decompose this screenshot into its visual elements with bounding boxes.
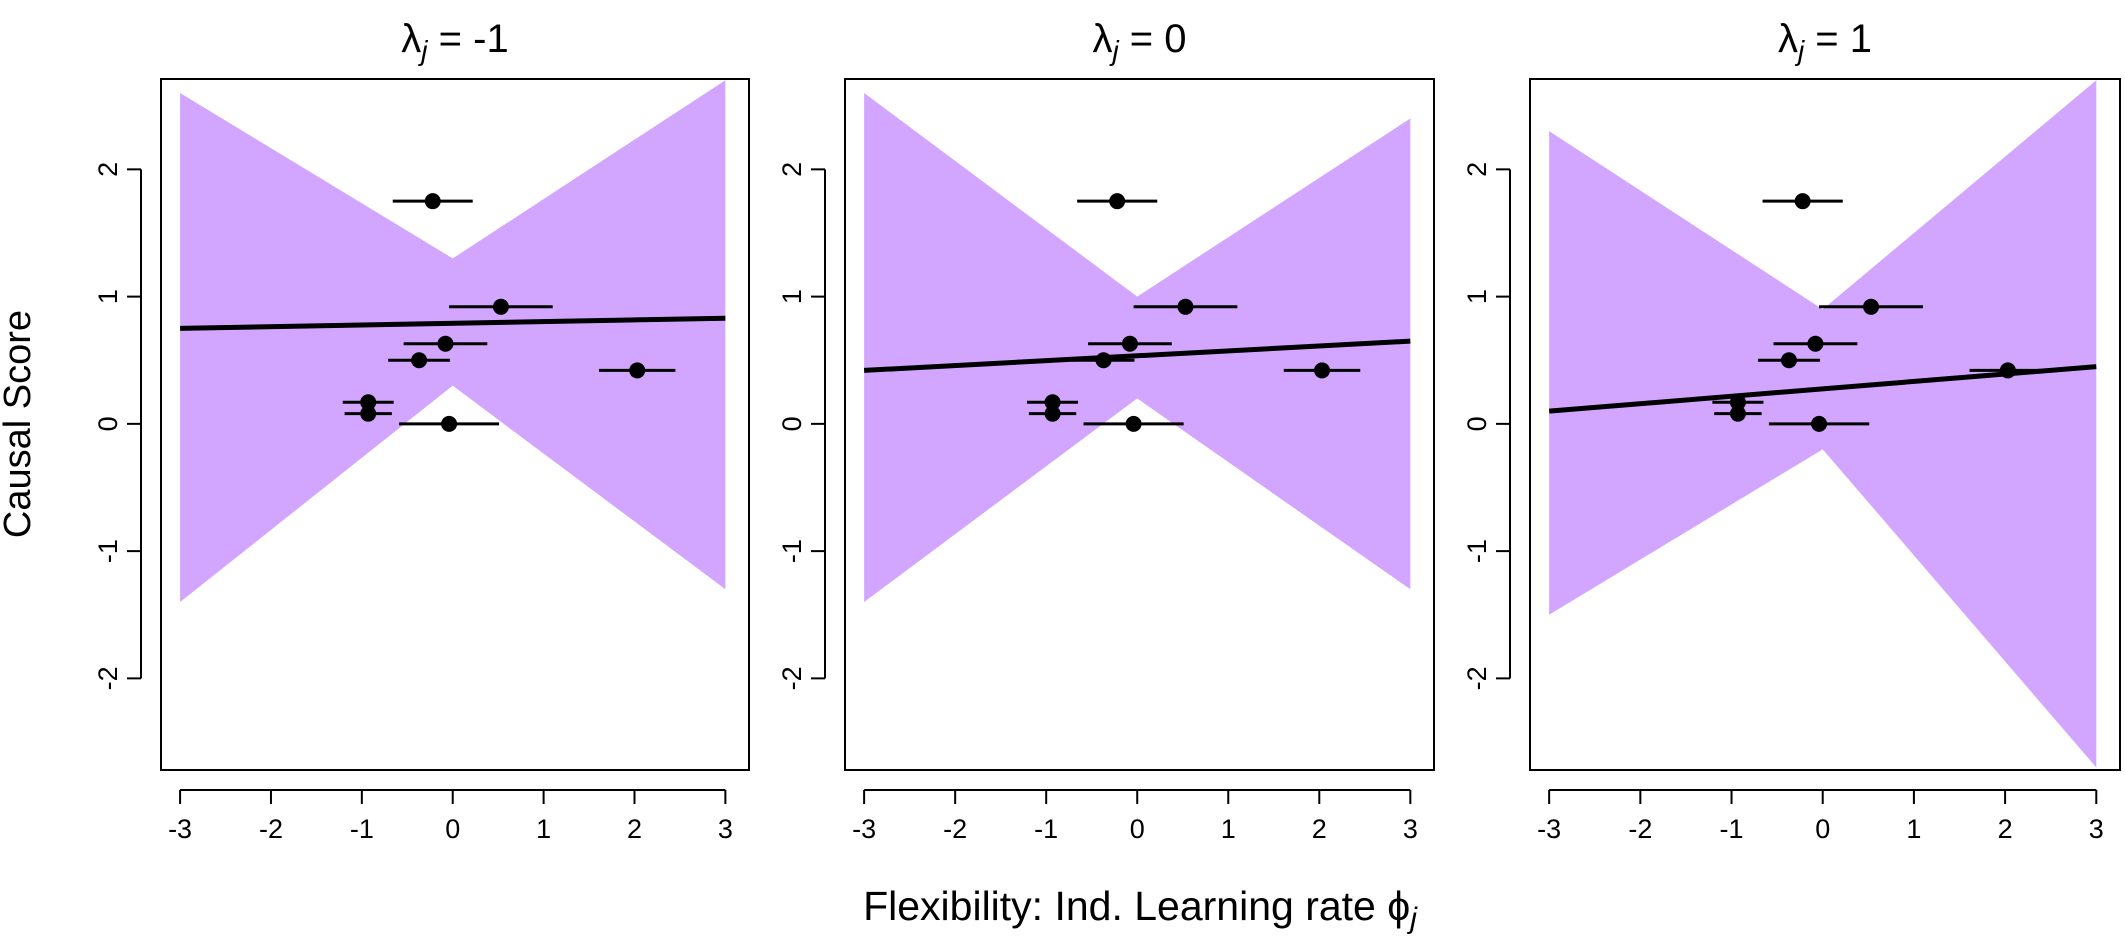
- y-tick-label: -2: [777, 666, 807, 690]
- x-tick-label: -3: [852, 814, 876, 844]
- data-point: [1044, 394, 1061, 411]
- data-point: [1863, 298, 1880, 315]
- y-tick-label: 2: [93, 162, 123, 177]
- x-label-text: Flexibility: Ind. Learning rate ϕ: [863, 883, 1410, 929]
- title-symbol: λ: [401, 17, 421, 61]
- x-tick-label: -1: [1720, 814, 1744, 844]
- data-point: [1121, 335, 1138, 352]
- y-tick-label: -1: [1462, 539, 1492, 563]
- y-tick-label: -1: [93, 539, 123, 563]
- y-axis-label: Causal Score: [0, 310, 39, 538]
- x-tick-label: -2: [259, 814, 283, 844]
- data-point: [1729, 405, 1746, 422]
- y-tick-label: -2: [1462, 666, 1492, 690]
- title-rest: = -1: [428, 17, 509, 61]
- x-tick-label: -2: [1628, 814, 1652, 844]
- data-point: [1109, 193, 1126, 210]
- data-point: [1177, 298, 1194, 315]
- x-tick-label: 1: [1221, 814, 1236, 844]
- data-point: [1999, 362, 2016, 379]
- x-tick-label: -3: [168, 814, 192, 844]
- title-subscript: j: [1794, 35, 1805, 66]
- posterior-band: [864, 92, 1411, 603]
- x-tick-label: 1: [1906, 814, 1921, 844]
- panel: λj = -1 -3 -2 -1 0 1 2 3 -2 -1 0 1 2: [93, 17, 750, 844]
- data-point: [360, 394, 377, 411]
- panel: λj = 1 -3 -2 -1 0 1 2 3 -2 -1 0 1 2: [1462, 17, 2121, 844]
- panel-title: λj = -1: [401, 17, 508, 66]
- data-point: [1314, 362, 1331, 379]
- y-tick-label: 1: [93, 289, 123, 304]
- data-point: [1807, 335, 1824, 352]
- x-tick-label: 1: [536, 814, 551, 844]
- mean-line: [180, 315, 726, 331]
- panel-title: λj = 0: [1092, 17, 1186, 66]
- data-point: [1780, 352, 1797, 369]
- data-point: [492, 298, 509, 315]
- x-tick-label: 3: [1403, 814, 1418, 844]
- y-tick-label: -2: [93, 666, 123, 690]
- y-tick-label: 0: [777, 416, 807, 431]
- data-point: [1811, 415, 1828, 432]
- title-subscript: j: [1108, 35, 1119, 66]
- data-point: [441, 415, 458, 432]
- y-tick-label: 2: [777, 162, 807, 177]
- y-tick-label: 0: [1462, 416, 1492, 431]
- y-tick-label: 1: [777, 289, 807, 304]
- x-tick-label: -1: [350, 814, 374, 844]
- title-rest: = 0: [1119, 17, 1187, 61]
- panel: λj = 0 -3 -2 -1 0 1 2 3 -2 -1 0 1 2: [777, 17, 1435, 844]
- x-tick-label: 2: [1312, 814, 1327, 844]
- mean-line: [863, 338, 1411, 373]
- x-tick-label: -3: [1537, 814, 1561, 844]
- data-point: [360, 405, 377, 422]
- plot-frame: [160, 78, 750, 771]
- y-tick-label: -1: [777, 539, 807, 563]
- x-tick-label: 3: [2089, 814, 2104, 844]
- y-tick-label: 2: [1462, 162, 1492, 177]
- y-tick-label: 0: [93, 416, 123, 431]
- x-tick-label: 2: [627, 814, 642, 844]
- data-point: [629, 362, 646, 379]
- y-tick-label: 1: [1462, 289, 1492, 304]
- title-symbol: λ: [1778, 17, 1798, 61]
- plot-area: [863, 92, 1411, 603]
- data-point: [1125, 415, 1142, 432]
- x-tick-label: 0: [1815, 814, 1830, 844]
- plot-frame: [844, 78, 1435, 771]
- data-point: [1794, 193, 1811, 210]
- x-tick-label: 2: [1998, 814, 2013, 844]
- title-rest: = 1: [1804, 17, 1872, 61]
- x-tick-label: 3: [718, 814, 733, 844]
- data-point: [1729, 394, 1746, 411]
- panel-title: λj = 1: [1778, 17, 1872, 66]
- data-point: [1095, 352, 1112, 369]
- x-tick-label: 0: [445, 814, 460, 844]
- x-tick-label: -2: [943, 814, 967, 844]
- data-point: [1044, 405, 1061, 422]
- data-point: [437, 335, 454, 352]
- data-point: [424, 193, 441, 210]
- x-tick-label: 0: [1130, 814, 1145, 844]
- title-subscript: j: [417, 35, 428, 66]
- x-axis-label: Flexibility: Ind. Learning rate ϕj: [863, 883, 1418, 935]
- x-tick-label: -1: [1034, 814, 1058, 844]
- plot-frame: [1529, 78, 2121, 771]
- data-point: [411, 352, 428, 369]
- title-symbol: λ: [1092, 17, 1112, 61]
